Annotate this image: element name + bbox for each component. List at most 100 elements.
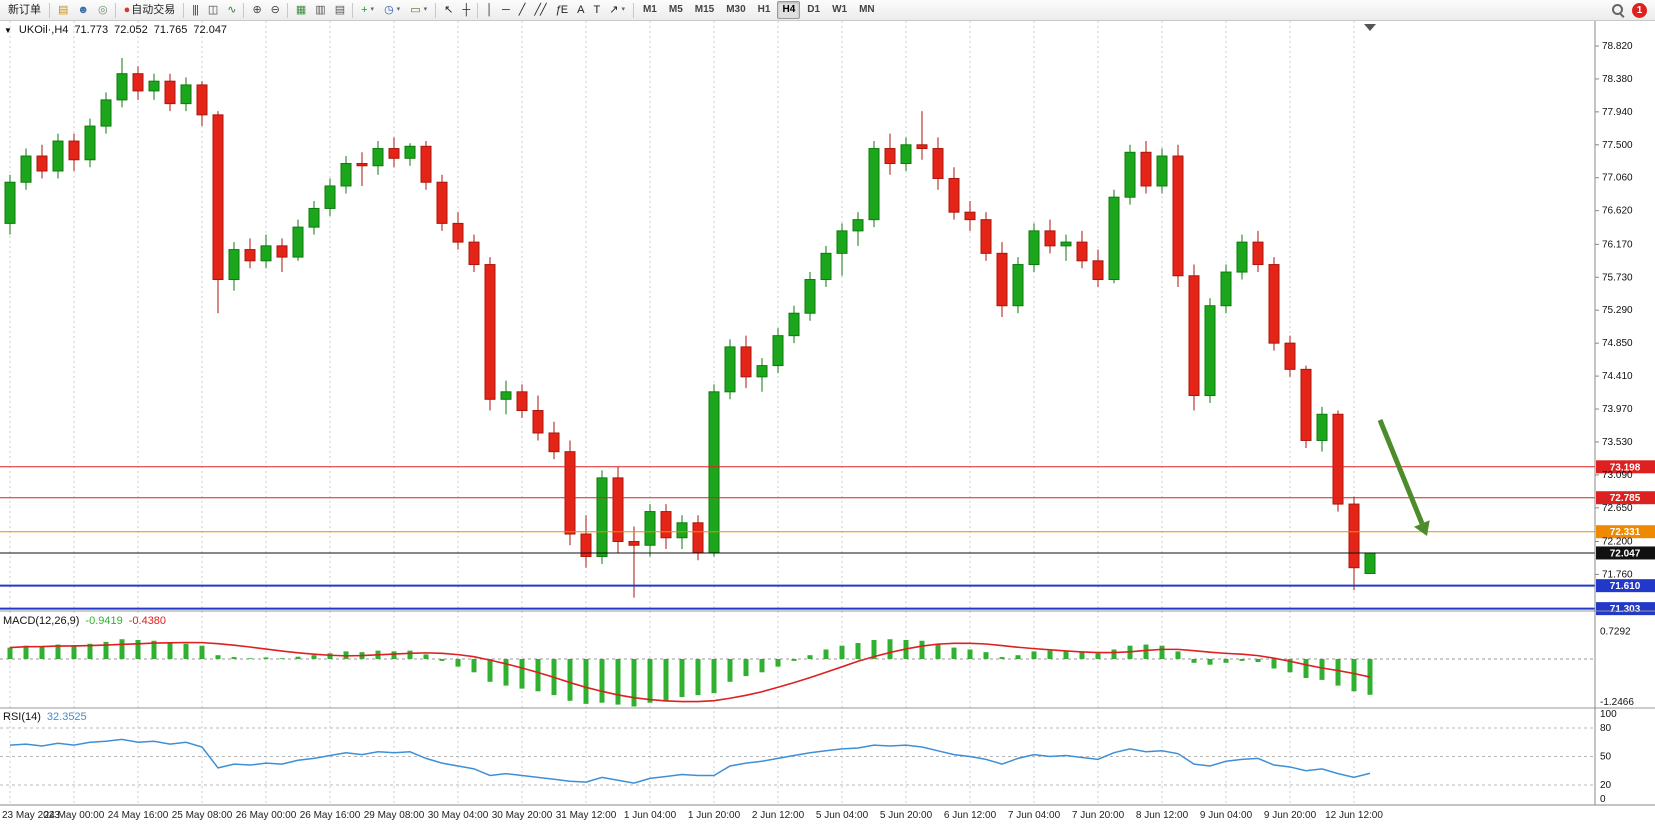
text-label-icon[interactable]: T: [589, 1, 603, 19]
bar-chart-icon[interactable]: |||: [188, 1, 202, 19]
macd-histogram-bar: [887, 639, 893, 659]
candle-body: [820, 252, 832, 281]
ohlc-high: 72.052: [114, 24, 148, 36]
timeframe-h4[interactable]: H4: [777, 1, 801, 19]
trendline-icon[interactable]: ╱: [515, 1, 529, 19]
macd-histogram-bar: [695, 659, 701, 696]
candle-body: [660, 511, 672, 539]
price-tick-label: 72.200: [1602, 537, 1633, 548]
macd-name: MACD(12,26,9): [3, 615, 80, 627]
trendline-icon-glyph: ╱: [518, 3, 526, 16]
candle-body: [1092, 260, 1104, 281]
caret-down-icon: ▾: [396, 6, 401, 13]
candle-body: [788, 312, 800, 337]
text-icon[interactable]: A: [573, 1, 587, 19]
candle-body: [708, 391, 720, 554]
macd-histogram-bar: [1351, 659, 1357, 692]
timeframe-m15[interactable]: M15: [690, 1, 719, 19]
new-order-button[interactable]: 新订单: [4, 1, 45, 19]
cursor-icon[interactable]: ↖: [440, 1, 456, 19]
price-line-tag: [1596, 579, 1655, 593]
periods-button[interactable]: ◷ ▾: [380, 1, 404, 19]
macd-axis[interactable]: 0.7292 -1.2466: [1600, 626, 1634, 708]
timeframe-h1[interactable]: H1: [753, 1, 776, 19]
collapse-chart-icon[interactable]: ▼: [4, 25, 12, 35]
price-tick-label: 72.650: [1602, 503, 1633, 514]
timeframe-d1[interactable]: D1: [802, 1, 825, 19]
crosshair-icon[interactable]: ┼: [458, 1, 473, 19]
candle-body: [644, 511, 656, 546]
arrows-icon[interactable]: ↗ ▾: [605, 1, 629, 19]
fibonacci-icon[interactable]: ƒE: [552, 1, 571, 19]
signals-icon[interactable]: ◎: [94, 1, 111, 19]
candle-body: [980, 219, 992, 254]
rsi-tick-label: 20: [1600, 780, 1612, 791]
arrange-vertical-icon[interactable]: ▤: [331, 1, 348, 19]
time-tick-label: 31 May 12:00: [556, 810, 617, 821]
trend-arrow-annotation[interactable]: [1377, 419, 1430, 536]
timeframe-m5[interactable]: M5: [664, 1, 688, 19]
macd-histogram-bar: [967, 649, 973, 659]
candlestick-chart-icon[interactable]: ◫: [204, 1, 221, 19]
price-axis[interactable]: 78.820 78.380 77.940 77.500 77.060 76.620 76.1…: [1595, 21, 1655, 610]
time-tick-label: 9 Jun 20:00: [1264, 810, 1317, 821]
price-line-tag: [1596, 525, 1655, 539]
price-line-tag-value: 72.785: [1610, 493, 1641, 504]
profiles-icon[interactable]: ☻: [73, 1, 92, 19]
search-icon[interactable]: [1611, 3, 1625, 17]
rsi-axis[interactable]: 100 80 50 20 0: [1600, 709, 1617, 805]
templates-button[interactable]: ▭ ▾: [406, 1, 431, 19]
candle-body: [1124, 151, 1136, 198]
equidistant-channel-icon[interactable]: ╱╱: [530, 1, 549, 19]
zoom-in-icon[interactable]: ⊕: [248, 1, 264, 19]
autotrading-button[interactable]: ● 自动交易: [120, 1, 180, 19]
charts-panel-icon[interactable]: ▤: [54, 1, 71, 19]
price-line-tag: [1596, 491, 1655, 505]
timeframe-m30[interactable]: M30: [721, 1, 750, 19]
candle-body: [36, 155, 48, 172]
macd-histogram-bar: [199, 645, 205, 659]
notification-badge[interactable]: 1: [1632, 2, 1647, 18]
macd-histogram-bar: [1175, 651, 1181, 659]
price-tick-label: 75.290: [1602, 305, 1633, 316]
price-line-tag-value: 72.047: [1610, 548, 1641, 559]
zoom-out-icon[interactable]: ⊖: [267, 1, 283, 19]
candle-body: [1220, 271, 1232, 307]
price-line-tag: [1596, 546, 1655, 560]
time-tick-label: 5 Jun 20:00: [880, 810, 933, 821]
macd-histogram-bar: [1143, 644, 1149, 659]
toolbar-group-panels: ▤ ☻ ◎: [53, 0, 112, 20]
timeframe-mn[interactable]: MN: [854, 1, 880, 19]
horizontal-line-icon[interactable]: ─: [498, 1, 513, 19]
macd-histogram-bar: [1319, 659, 1325, 680]
indicators-button[interactable]: + ▾: [357, 1, 378, 19]
chart-shift-marker[interactable]: [1364, 24, 1376, 31]
tile-windows-icon[interactable]: ▦: [292, 1, 309, 19]
rsi-value: 32.3525: [46, 711, 87, 723]
price-line-tag: [1596, 602, 1655, 616]
macd-histogram-bar: [135, 640, 141, 659]
arrange-horizontal-icon[interactable]: ▥: [311, 1, 328, 19]
timeframe-w1[interactable]: W1: [827, 1, 852, 19]
candle-body: [196, 84, 208, 116]
arrange-vertical-icon-glyph: ▤: [334, 3, 345, 16]
vertical-line-icon[interactable]: │: [482, 1, 496, 19]
macd-histogram-bar: [663, 659, 669, 701]
macd-histogram-bar: [631, 659, 637, 707]
charts-panel-icon-glyph: ▤: [58, 3, 68, 16]
timeframe-m1[interactable]: M1: [638, 1, 662, 19]
macd-signal-value: -0.4380: [128, 615, 167, 627]
macd-histogram-bar: [1271, 659, 1277, 669]
macd-histogram-bar: [759, 659, 765, 673]
line-chart-icon[interactable]: ∿: [223, 1, 239, 19]
candle-body: [884, 148, 896, 165]
macd-histogram-bar: [439, 659, 445, 661]
macd-histogram-bar: [791, 659, 797, 661]
periods-glyph: ◷: [384, 3, 394, 16]
candle-body: [1268, 264, 1280, 344]
toolbar-right: 1: [1611, 2, 1652, 18]
candle-body: [132, 73, 144, 92]
text-label-icon-glyph: T: [593, 3, 600, 16]
candle-body: [1364, 552, 1376, 574]
